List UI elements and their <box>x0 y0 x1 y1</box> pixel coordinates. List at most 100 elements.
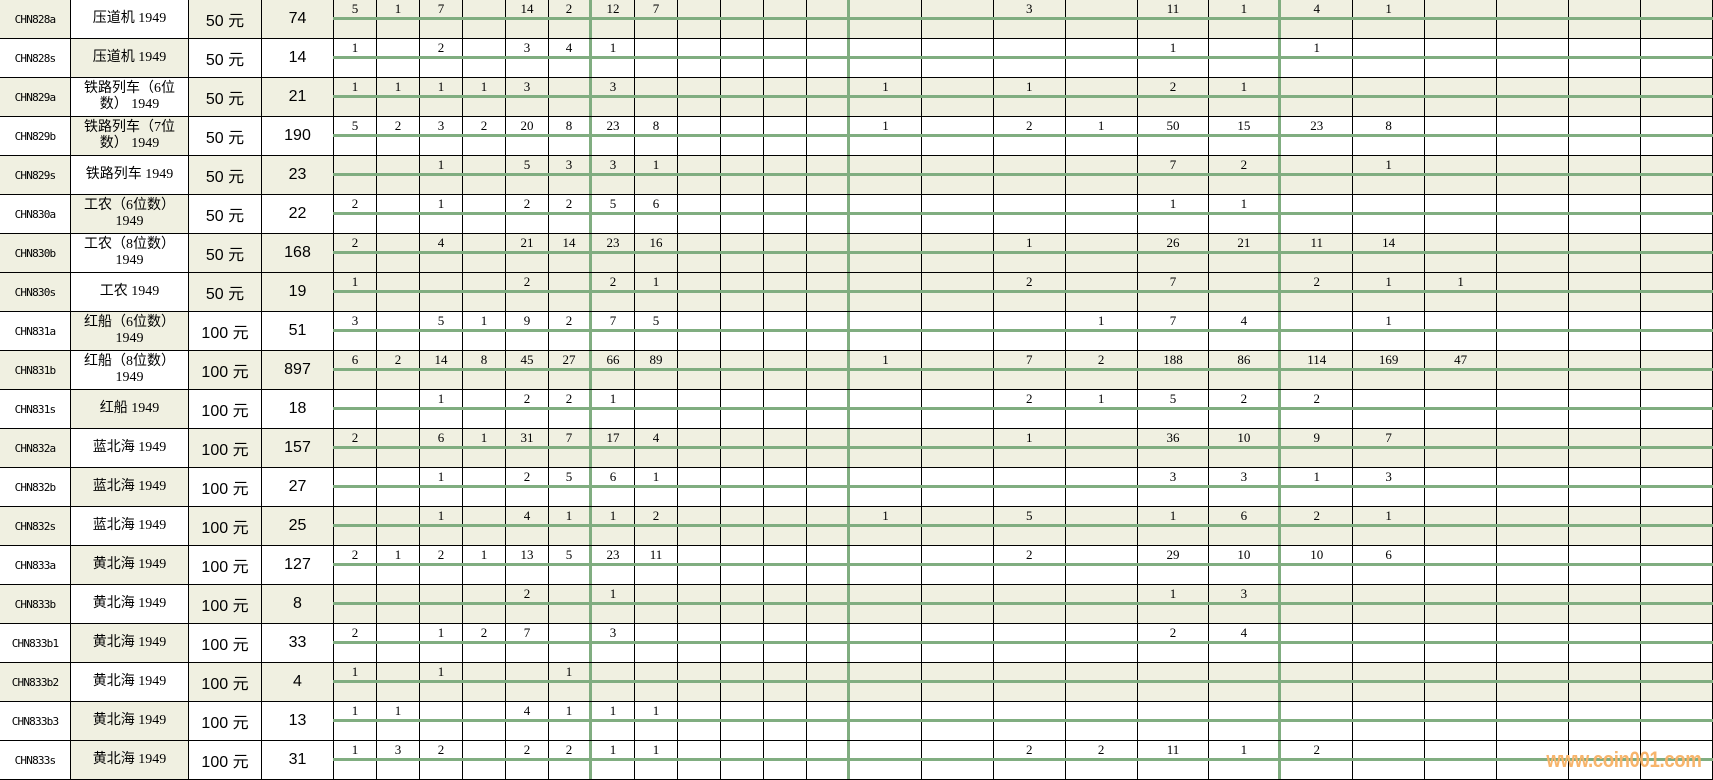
value-cell[interactable]: 1 <box>634 741 678 779</box>
value-cell[interactable] <box>920 39 994 77</box>
value-cell[interactable]: 1 <box>1352 312 1426 350</box>
value-cell[interactable] <box>1280 624 1354 662</box>
value-cell[interactable] <box>1639 234 1713 272</box>
value-cell[interactable] <box>920 195 994 233</box>
value-cell[interactable] <box>677 585 721 623</box>
value-cell[interactable] <box>920 546 994 584</box>
value-cell[interactable] <box>720 546 764 584</box>
value-cell[interactable] <box>634 78 678 116</box>
value-cell[interactable]: 1 <box>992 429 1066 467</box>
value-cell[interactable] <box>1424 468 1498 506</box>
value-cell[interactable]: 1 <box>376 546 420 584</box>
denomination-cell[interactable]: 100 元 <box>189 546 262 584</box>
value-cell[interactable] <box>763 195 807 233</box>
value-cell[interactable] <box>920 507 994 545</box>
value-cell[interactable]: 5 <box>419 312 463 350</box>
value-cell[interactable] <box>677 78 721 116</box>
value-cell[interactable]: 2 <box>1280 507 1354 545</box>
value-cell[interactable] <box>992 585 1066 623</box>
value-cell[interactable]: 1 <box>849 78 922 116</box>
value-cell[interactable] <box>376 273 420 311</box>
value-cell[interactable]: 23 <box>591 546 635 584</box>
value-cell[interactable] <box>806 39 850 77</box>
value-cell[interactable] <box>920 663 994 701</box>
catalog-code-cell[interactable]: CHN833b3 <box>0 702 71 740</box>
value-cell[interactable]: 31 <box>505 429 549 467</box>
value-cell[interactable]: 1 <box>419 156 463 194</box>
total-count-cell[interactable]: 25 <box>262 507 334 545</box>
value-cell[interactable]: 1 <box>548 663 592 701</box>
value-cell[interactable]: 16 <box>634 234 678 272</box>
value-cell[interactable] <box>1280 663 1354 701</box>
value-cell[interactable]: 1 <box>1208 195 1282 233</box>
denomination-cell[interactable]: 100 元 <box>189 390 262 428</box>
value-cell[interactable]: 1 <box>333 39 377 77</box>
value-cell[interactable] <box>1424 585 1498 623</box>
value-cell[interactable]: 2 <box>505 390 549 428</box>
value-cell[interactable]: 14 <box>419 351 463 389</box>
value-cell[interactable] <box>849 156 922 194</box>
value-cell[interactable] <box>333 156 377 194</box>
value-cell[interactable] <box>1496 390 1569 428</box>
catalog-code-cell[interactable]: CHN833s <box>0 741 71 779</box>
value-cell[interactable]: 1 <box>1136 195 1210 233</box>
value-cell[interactable] <box>1496 195 1569 233</box>
value-cell[interactable] <box>1567 195 1641 233</box>
note-name-cell[interactable]: 黄北海 1949 <box>71 624 189 662</box>
value-cell[interactable] <box>720 390 764 428</box>
value-cell[interactable]: 23 <box>591 234 635 272</box>
denomination-cell[interactable]: 100 元 <box>189 624 262 662</box>
value-cell[interactable]: 23 <box>1280 117 1354 155</box>
value-cell[interactable] <box>1639 78 1713 116</box>
note-name-cell[interactable]: 黄北海 1949 <box>71 741 189 779</box>
value-cell[interactable]: 1 <box>462 429 506 467</box>
value-cell[interactable]: 21 <box>505 234 549 272</box>
value-cell[interactable] <box>720 156 764 194</box>
value-cell[interactable]: 89 <box>634 351 678 389</box>
catalog-code-cell[interactable]: CHN833a <box>0 546 71 584</box>
value-cell[interactable] <box>376 624 420 662</box>
value-cell[interactable] <box>920 78 994 116</box>
value-cell[interactable]: 1 <box>992 78 1066 116</box>
catalog-code-cell[interactable]: CHN832a <box>0 429 71 467</box>
value-cell[interactable] <box>1496 156 1569 194</box>
value-cell[interactable]: 1 <box>591 702 635 740</box>
value-cell[interactable] <box>677 546 721 584</box>
value-cell[interactable]: 27 <box>548 351 592 389</box>
value-cell[interactable] <box>462 156 506 194</box>
value-cell[interactable] <box>1064 663 1138 701</box>
denomination-cell[interactable]: 100 元 <box>189 741 262 779</box>
value-cell[interactable] <box>376 507 420 545</box>
denomination-cell[interactable]: 100 元 <box>189 351 262 389</box>
value-cell[interactable] <box>1208 273 1282 311</box>
value-cell[interactable]: 11 <box>1136 0 1210 38</box>
value-cell[interactable]: 36 <box>1136 429 1210 467</box>
value-cell[interactable]: 7 <box>505 624 549 662</box>
value-cell[interactable]: 1 <box>333 741 377 779</box>
value-cell[interactable]: 3 <box>548 156 592 194</box>
value-cell[interactable] <box>1639 585 1713 623</box>
value-cell[interactable] <box>677 507 721 545</box>
value-cell[interactable] <box>763 0 807 38</box>
value-cell[interactable] <box>806 273 850 311</box>
value-cell[interactable]: 7 <box>992 351 1066 389</box>
value-cell[interactable] <box>1639 39 1713 77</box>
value-cell[interactable] <box>677 663 721 701</box>
value-cell[interactable] <box>1208 39 1282 77</box>
value-cell[interactable] <box>1639 273 1713 311</box>
value-cell[interactable]: 1 <box>591 741 635 779</box>
value-cell[interactable] <box>806 195 850 233</box>
value-cell[interactable] <box>763 624 807 662</box>
total-count-cell[interactable]: 22 <box>262 195 334 233</box>
value-cell[interactable] <box>677 741 721 779</box>
value-cell[interactable]: 7 <box>1136 312 1210 350</box>
value-cell[interactable]: 6 <box>333 351 377 389</box>
value-cell[interactable] <box>806 390 850 428</box>
value-cell[interactable]: 1 <box>1424 273 1498 311</box>
value-cell[interactable] <box>849 312 922 350</box>
value-cell[interactable]: 2 <box>505 741 549 779</box>
value-cell[interactable] <box>920 585 994 623</box>
value-cell[interactable] <box>548 624 592 662</box>
value-cell[interactable] <box>1064 702 1138 740</box>
value-cell[interactable] <box>849 39 922 77</box>
